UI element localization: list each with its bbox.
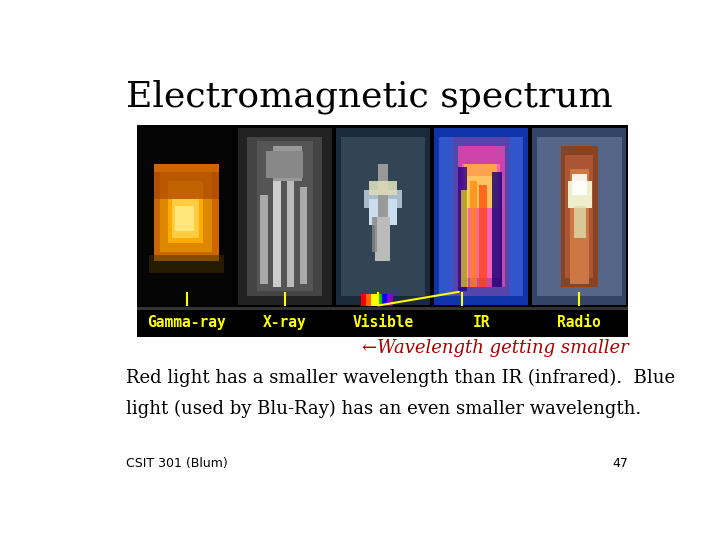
Bar (572, 174, 587, 195)
Bar (464, 164, 497, 208)
Text: Red light has a smaller wavelength than IR (infrared).  Blue: Red light has a smaller wavelength than … (126, 368, 675, 387)
Bar (238, 129, 332, 305)
Bar (366, 294, 372, 306)
Text: Gamma-ray: Gamma-ray (147, 315, 226, 330)
Text: Visible: Visible (352, 315, 413, 330)
Bar (480, 185, 487, 287)
Bar (533, 129, 626, 305)
Bar (570, 169, 589, 284)
Bar (369, 199, 397, 225)
Bar (261, 195, 268, 284)
Text: light (used by Blu-Ray) has an even smaller wavelength.: light (used by Blu-Ray) has an even smal… (126, 400, 642, 418)
Bar (565, 155, 593, 278)
Bar (378, 164, 387, 217)
Text: ←Wavelength getting smaller: ←Wavelength getting smaller (361, 339, 629, 357)
Bar (161, 172, 212, 252)
Bar (561, 146, 598, 287)
Bar (461, 190, 468, 287)
Bar (154, 172, 220, 199)
Bar (377, 294, 383, 306)
Bar (154, 164, 220, 261)
Bar (434, 129, 528, 305)
Bar (372, 294, 377, 306)
Bar (467, 176, 493, 208)
Bar (175, 206, 194, 231)
Bar (462, 164, 500, 278)
Bar (274, 146, 302, 181)
Bar (138, 308, 629, 337)
Bar (537, 137, 621, 296)
Text: CSIT 301 (Blum): CSIT 301 (Blum) (126, 457, 228, 470)
Bar (138, 307, 629, 310)
Bar (492, 172, 502, 287)
Bar (369, 181, 397, 195)
Bar (149, 255, 224, 273)
Bar (341, 137, 425, 296)
Bar (458, 146, 505, 287)
Bar (274, 181, 281, 287)
Bar (568, 181, 592, 208)
Text: X-ray: X-ray (263, 315, 307, 330)
Bar (364, 190, 402, 208)
Bar (458, 167, 467, 291)
Bar (287, 172, 294, 287)
Text: 47: 47 (613, 457, 629, 470)
Bar (300, 187, 307, 284)
Bar (336, 129, 430, 305)
Bar (574, 206, 586, 238)
Bar (453, 137, 509, 296)
Bar (256, 141, 313, 291)
Bar (382, 294, 388, 306)
Bar (173, 199, 199, 238)
Bar (372, 217, 377, 252)
Bar (375, 217, 390, 261)
Bar (266, 151, 304, 178)
Bar (439, 137, 523, 296)
Bar (361, 294, 366, 306)
Text: Electromagnetic spectrum: Electromagnetic spectrum (125, 79, 613, 114)
Text: IR: IR (472, 315, 490, 330)
Bar (387, 294, 393, 306)
Bar (247, 137, 323, 296)
Bar (140, 129, 233, 305)
Bar (138, 125, 629, 308)
Bar (470, 181, 477, 287)
Text: Radio: Radio (557, 315, 601, 330)
Bar (168, 181, 204, 243)
